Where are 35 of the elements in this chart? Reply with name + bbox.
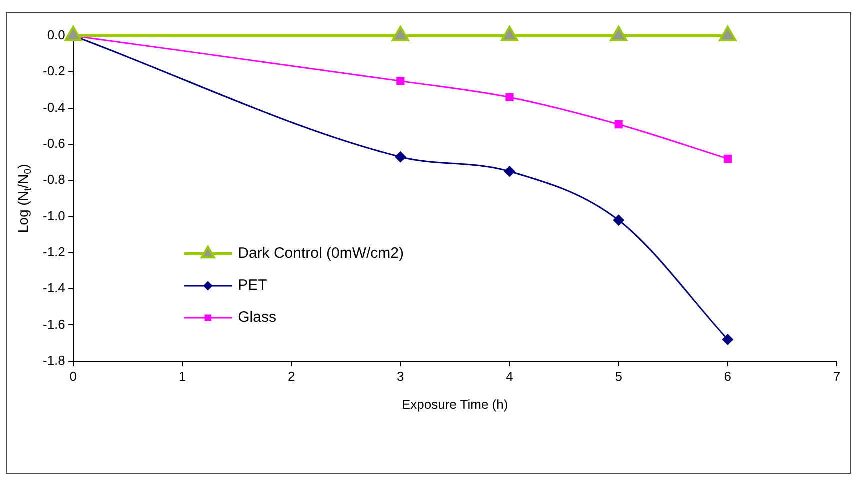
y-tick-label: -1.4 xyxy=(42,280,66,296)
y-tick-label: -0.6 xyxy=(42,136,66,152)
y-tick-label: -0.4 xyxy=(42,100,66,115)
point xyxy=(395,152,406,163)
x-tick-label: 1 xyxy=(178,368,186,384)
point xyxy=(613,214,624,226)
x-tick-label: 7 xyxy=(833,368,841,384)
point xyxy=(724,154,732,163)
y-tick-label: -1.0 xyxy=(42,208,66,224)
legend-label: Glass xyxy=(238,309,276,326)
x-tick-label: 2 xyxy=(288,368,296,384)
legend-label: PET xyxy=(238,277,268,294)
point xyxy=(614,120,623,129)
point xyxy=(506,93,514,102)
point xyxy=(396,77,405,86)
y-tick-label: 0.0 xyxy=(47,28,66,43)
x-tick-label: 4 xyxy=(506,368,514,384)
point xyxy=(719,26,737,42)
point xyxy=(392,26,410,42)
legend-label: Dark Control (0mW/cm2) xyxy=(238,245,404,262)
point xyxy=(610,26,628,42)
y-tick-label: -1.8 xyxy=(42,352,66,368)
x-tick-label: 5 xyxy=(615,368,622,384)
y-tick-label: -1.2 xyxy=(42,244,66,260)
y-tick-label: -1.6 xyxy=(42,316,66,332)
x-tick-label: 0 xyxy=(70,368,78,384)
x-tick-label: 6 xyxy=(724,368,732,384)
point xyxy=(504,166,516,178)
point xyxy=(64,26,82,42)
point xyxy=(500,26,519,42)
x-axis-title: Exposure Time (h) xyxy=(402,396,508,412)
y-tick-label: -0.2 xyxy=(42,64,66,79)
y-tick-label: -0.8 xyxy=(42,172,66,188)
y-axis-title: Log (Nt/N0) xyxy=(14,164,34,234)
x-tick-label: 3 xyxy=(397,368,404,384)
